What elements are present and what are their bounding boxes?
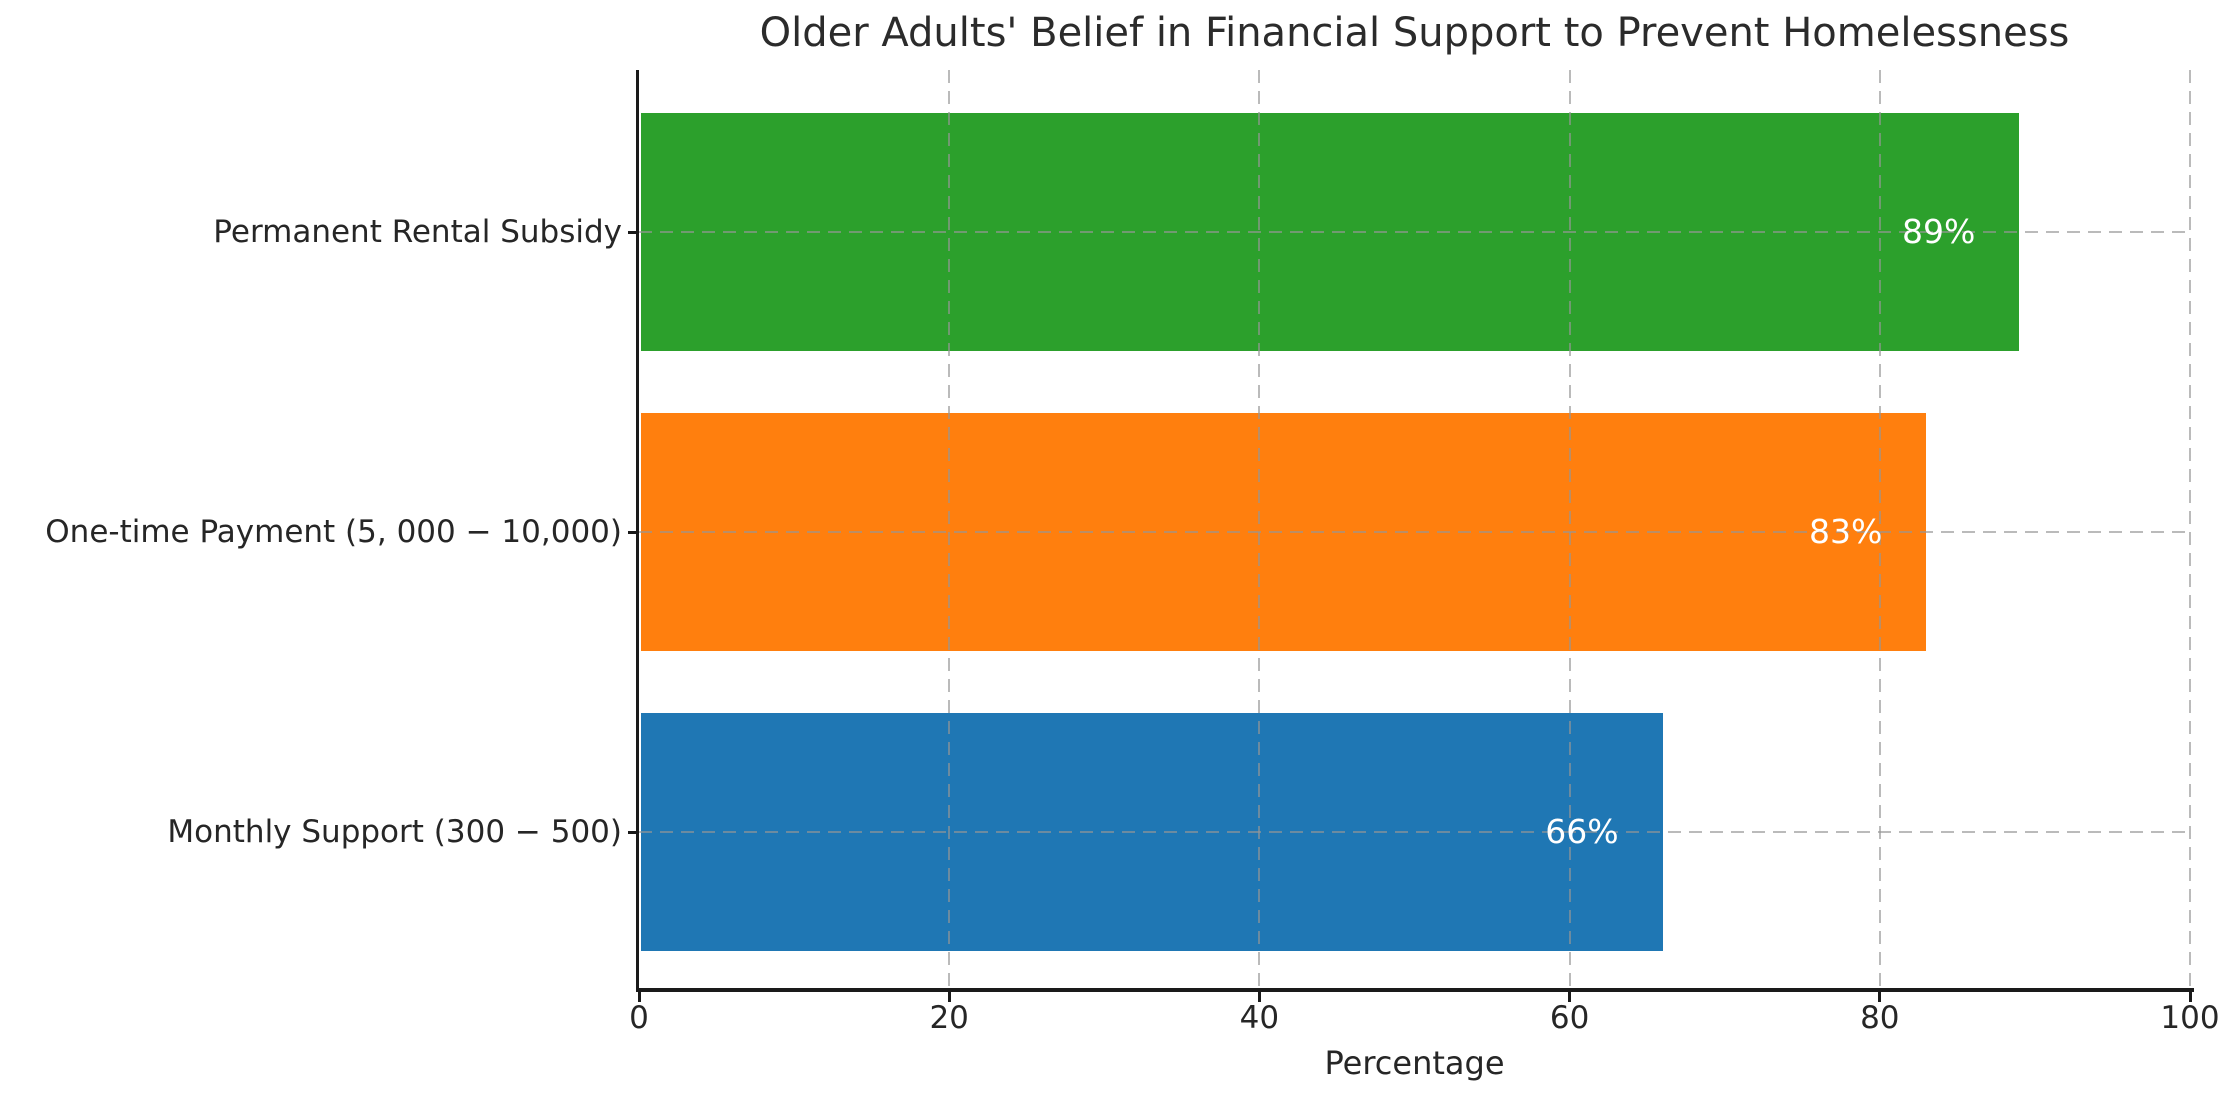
x-axis-tick-label: 20 [929, 1000, 969, 1036]
y-axis-tick-mark [628, 830, 636, 834]
gridline-horizontal [639, 231, 2190, 233]
gridline-horizontal [639, 531, 2190, 533]
x-axis-tick-mark [1878, 992, 1882, 1002]
x-axis-tick-mark [2188, 992, 2192, 1002]
gridline-vertical [1258, 70, 1261, 988]
y-axis-tick-mark [628, 230, 636, 234]
gridline-vertical [948, 70, 951, 988]
y-axis-category-label: Monthly Support (300 − 500) [167, 814, 622, 850]
x-axis-spine [636, 988, 2194, 992]
bar-value-label: 83% [1808, 512, 1883, 551]
y-axis-category-label: Permanent Rental Subsidy [213, 214, 622, 250]
x-axis-tick-label: 0 [629, 1000, 649, 1036]
y-axis-spine [636, 70, 639, 991]
x-axis-tick-mark [1257, 992, 1261, 1002]
gridline-horizontal [639, 831, 2190, 833]
x-axis-title: Percentage [1324, 1044, 1505, 1082]
x-axis-tick-label: 60 [1549, 1000, 1590, 1036]
x-axis-tick-label: 100 [2160, 1000, 2220, 1036]
x-axis-tick-mark [947, 992, 951, 1002]
x-axis-tick-mark [1568, 992, 1572, 1002]
x-axis-tick-mark [637, 992, 641, 1002]
bar-value-label: 89% [1902, 212, 1976, 251]
y-axis-category-label: One-time Payment (5, 000 − 10,000) [45, 514, 622, 550]
gridline-vertical [1568, 70, 1571, 988]
gridline-vertical [2189, 70, 2191, 988]
y-axis-tick-mark [628, 530, 636, 534]
bar-value-label: 66% [1545, 812, 1619, 851]
gridline-vertical [1878, 70, 1881, 988]
chart-title: Older Adults' Belief in Financial Suppor… [759, 10, 2070, 56]
x-axis-tick-label: 40 [1239, 1000, 1280, 1036]
x-axis-tick-label: 80 [1860, 1000, 1900, 1036]
